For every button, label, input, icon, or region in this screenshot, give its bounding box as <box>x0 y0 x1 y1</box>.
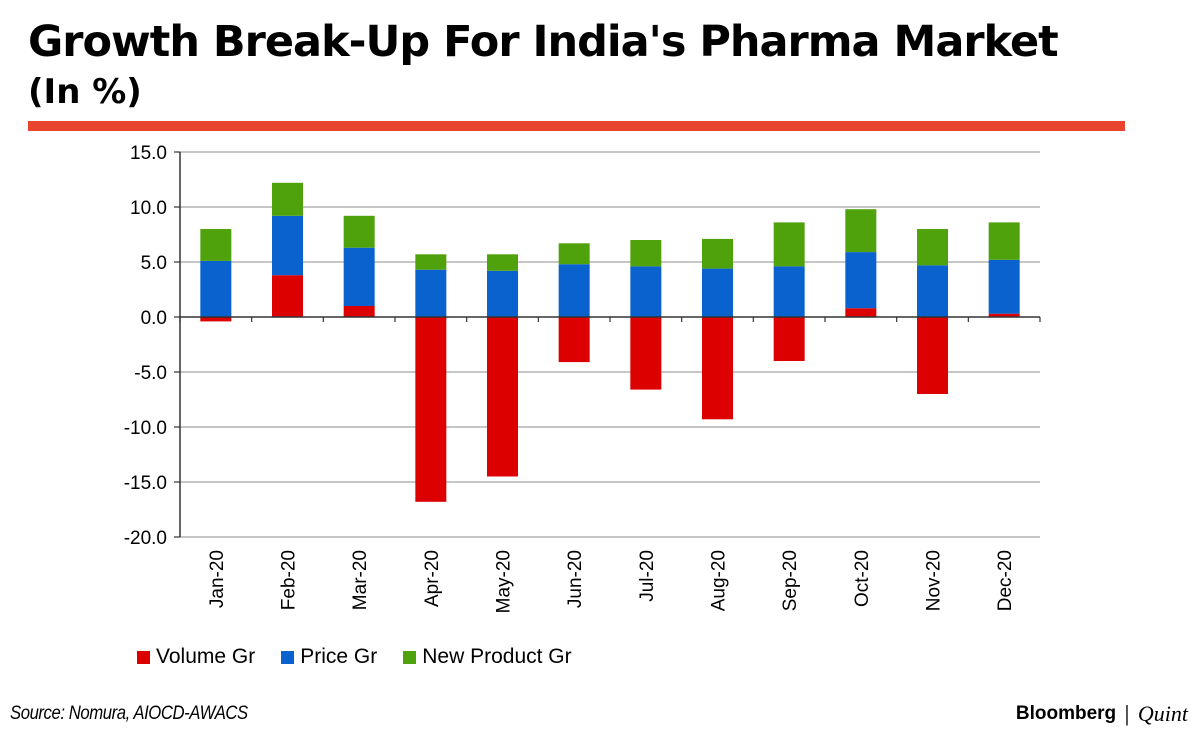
bar-new-product-apr-20 <box>415 254 447 270</box>
bar-volume-dec-20 <box>988 313 1020 317</box>
legend-item-new-product: New Product Gr <box>403 645 572 669</box>
bar-new-product-feb-20 <box>272 182 303 216</box>
bar-volume-may-20 <box>487 317 518 477</box>
y-tick-label: -15.0 <box>124 473 167 494</box>
bar-new-product-jan-20 <box>200 229 232 261</box>
bar-new-product-sep-20 <box>773 222 805 267</box>
bar-price-nov-20 <box>917 265 948 317</box>
legend-item-price: Price Gr <box>281 645 377 669</box>
legend-swatch-price <box>281 650 295 664</box>
y-tick-label: -5.0 <box>134 363 167 384</box>
source-note: Source: Nomura, AIOCD-AWACS <box>10 703 248 724</box>
bar-new-product-jun-20 <box>558 243 590 265</box>
bar-volume-apr-20 <box>415 317 447 502</box>
bar-price-feb-20 <box>272 215 303 276</box>
x-tick-label: Feb-20 <box>279 550 300 610</box>
bar-price-oct-20 <box>845 252 877 309</box>
bar-price-mar-20 <box>343 247 375 306</box>
legend-label-price: Price Gr <box>300 645 378 668</box>
brand-logo: Bloomberg | Quint <box>1016 701 1188 727</box>
bar-price-jul-20 <box>630 266 662 317</box>
bar-volume-mar-20 <box>343 306 375 317</box>
x-tick-label: Nov-20 <box>924 550 945 611</box>
bar-price-apr-20 <box>415 269 447 317</box>
x-tick-label: Jun-20 <box>565 550 586 608</box>
bar-volume-nov-20 <box>917 317 948 394</box>
legend-label-new-product: New Product Gr <box>422 645 572 668</box>
bar-volume-feb-20 <box>272 275 303 317</box>
y-tick-label: -20.0 <box>124 528 167 549</box>
bar-volume-jan-20 <box>200 317 232 322</box>
bar-new-product-dec-20 <box>988 222 1020 260</box>
y-tick-label: -10.0 <box>124 418 167 439</box>
bar-volume-aug-20 <box>702 317 733 420</box>
legend-item-volume: Volume Gr <box>137 645 255 669</box>
bar-new-product-oct-20 <box>845 209 877 253</box>
x-tick-label: Aug-20 <box>709 550 730 611</box>
x-tick-label: May-20 <box>494 550 515 613</box>
legend: Volume Gr Price Gr New Product Gr <box>137 645 572 669</box>
title-underline-rule <box>28 121 1125 131</box>
x-tick-label: Mar-20 <box>350 550 371 610</box>
y-tick-label: 10.0 <box>130 198 167 219</box>
bar-price-aug-20 <box>702 268 733 317</box>
chart-title: Growth Break-Up For India's Pharma Marke… <box>28 17 1059 67</box>
bar-price-sep-20 <box>773 266 805 317</box>
y-tick-label: 5.0 <box>141 253 167 274</box>
x-tick-label: Oct-20 <box>852 550 873 607</box>
bar-new-product-may-20 <box>487 254 518 271</box>
bar-new-product-aug-20 <box>702 238 733 269</box>
bar-new-product-mar-20 <box>343 215 375 248</box>
brand-bloomberg: Bloomberg <box>1015 703 1117 724</box>
bar-price-may-20 <box>487 270 518 317</box>
brand-quint: Quint <box>1137 701 1188 726</box>
legend-label-volume: Volume Gr <box>156 645 256 668</box>
chart-subtitle: (In %) <box>28 72 142 112</box>
bar-new-product-nov-20 <box>917 229 948 266</box>
x-tick-label: Jul-20 <box>637 550 658 602</box>
bar-volume-jun-20 <box>558 317 590 363</box>
bar-new-product-jul-20 <box>630 240 662 267</box>
y-tick-label: 0.0 <box>141 308 167 329</box>
bar-price-jun-20 <box>558 264 590 317</box>
bar-volume-sep-20 <box>773 317 805 361</box>
legend-swatch-volume <box>137 650 150 664</box>
bar-volume-jul-20 <box>630 317 662 390</box>
bar-price-jan-20 <box>200 260 232 317</box>
x-tick-label: Sep-20 <box>780 550 801 611</box>
x-tick-label: Dec-20 <box>995 550 1016 611</box>
brand-separator: | <box>1124 701 1130 726</box>
x-tick-label: Apr-20 <box>422 550 443 607</box>
bar-volume-oct-20 <box>845 308 877 317</box>
legend-swatch-new-product <box>403 650 417 664</box>
x-tick-label: Jan-20 <box>207 550 228 608</box>
y-tick-label: 15.0 <box>130 143 167 164</box>
bar-price-dec-20 <box>988 259 1020 314</box>
